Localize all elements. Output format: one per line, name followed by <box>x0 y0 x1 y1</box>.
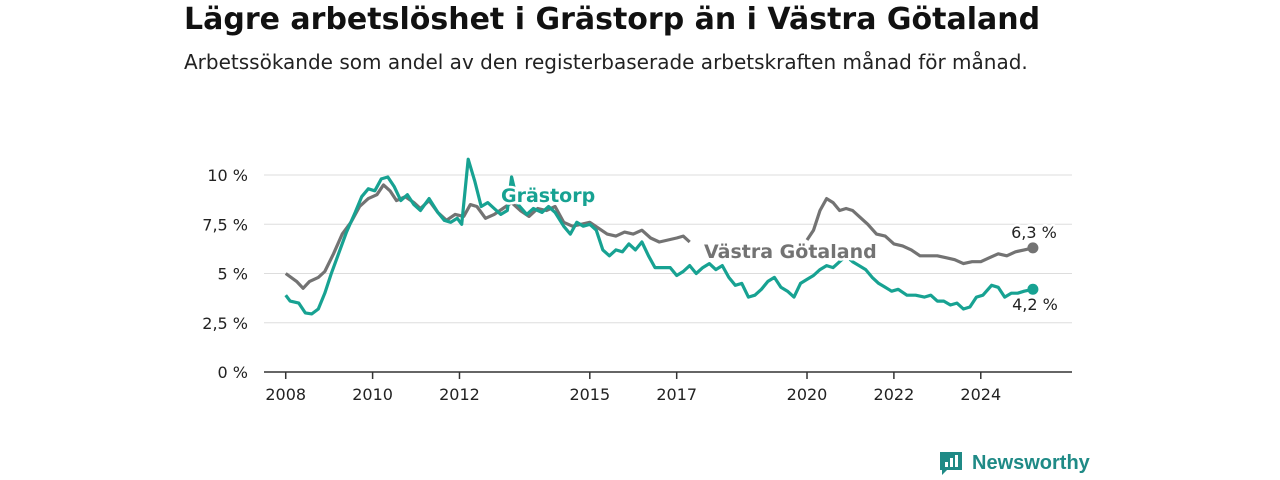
y-tick-label-1: 2,5 % <box>202 314 248 333</box>
series-label-grastorp: Grästorp <box>501 185 595 207</box>
series-label-vastra-gotaland-halo: Västra Götaland <box>704 241 877 263</box>
x-axis: 2008 2010 2012 2015 2017 2020 2022 2024 <box>264 371 1072 404</box>
y-tick-label-3: 7,5 % <box>202 215 248 234</box>
chart-subtitle: Arbetssökande som andel av den registerb… <box>184 50 1028 74</box>
series-line-vastra-gotaland-b <box>805 197 1034 266</box>
x-tick-label-2: 2012 <box>439 385 480 404</box>
brand-name: Newsworthy <box>972 451 1090 474</box>
end-label-grastorp: 4,2 % <box>1012 295 1058 314</box>
chart-title: Lägre arbetslöshet i Grästorp än i Västr… <box>184 2 1041 37</box>
x-tick-label-5: 2020 <box>787 385 828 404</box>
x-tick-label-7: 2024 <box>960 385 1001 404</box>
series-line-grastorp <box>284 157 1034 316</box>
end-label-vastra-gotaland-halo: 6,3 % <box>1011 223 1057 242</box>
grid-lines <box>264 174 1072 324</box>
series-label-vastra-gotaland: Västra Götaland <box>704 241 877 263</box>
y-tick-label-0: 0 % <box>218 363 248 382</box>
end-point-vastra-gotaland <box>1027 242 1039 254</box>
newsworthy-brand[interactable]: Newsworthy <box>938 450 1090 476</box>
x-tick-label-6: 2022 <box>874 385 915 404</box>
x-tick-label-3: 2015 <box>569 385 610 404</box>
y-tick-label-4: 10 % <box>207 166 248 185</box>
newsworthy-logo-icon <box>940 452 962 475</box>
end-point-grastorp <box>1027 283 1039 295</box>
end-label-vastra-gotaland: 6,3 % <box>1011 223 1057 242</box>
series-label-grastorp-halo: Grästorp <box>501 185 595 207</box>
y-axis-ticks: 0 % 2,5 % 5 % 7,5 % 10 % <box>202 166 248 382</box>
y-tick-label-2: 5 % <box>218 265 248 284</box>
end-label-grastorp-halo: 4,2 % <box>1012 295 1058 314</box>
x-tick-label-4: 2017 <box>656 385 697 404</box>
x-tick-label-0: 2008 <box>265 385 306 404</box>
series-lines <box>284 157 1039 316</box>
x-tick-label-1: 2010 <box>352 385 393 404</box>
